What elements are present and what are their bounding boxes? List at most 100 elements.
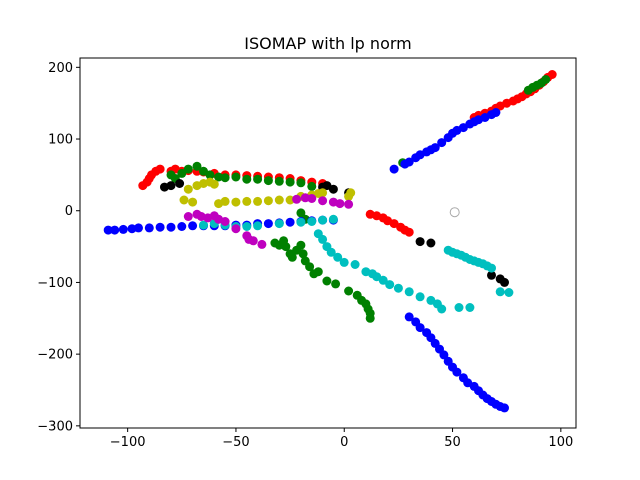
x-tick-label: 50 [444,435,461,450]
data-point-cyan-21 [378,275,388,285]
data-point-green-33 [331,279,341,289]
data-point-black-5 [328,184,338,194]
data-point-cyan-12 [318,234,328,244]
data-point-green-34 [344,286,354,296]
data-point-black-2 [175,179,185,188]
data-point-yellow-14 [285,195,295,205]
data-point-green-8 [220,173,230,183]
data-point-green-29 [296,208,306,218]
data-point-red-5 [155,164,165,174]
x-axis: −100 −50 0 50 100 [110,428,573,450]
data-point-green-14 [285,177,295,187]
y-tick-label: −300 [37,419,73,434]
data-point-cyan-43 [504,288,514,297]
data-point-green-31 [313,267,323,277]
data-point-magenta-10 [248,236,258,246]
data-point-blue-23 [389,164,399,174]
data-point-blue-25 [404,157,414,167]
data-point-cyan-10 [328,214,338,224]
data-point-green-25 [298,249,308,259]
data-point-yellow-1 [188,197,198,207]
data-point-yellow-20 [346,188,356,198]
data-point-green-3 [183,164,193,174]
data-point-blue-62 [500,403,509,413]
data-point-cyan-8 [307,217,317,226]
data-point-blue-44 [415,323,425,333]
data-point-blue-41 [491,108,501,117]
data-point-yellow-12 [263,196,273,206]
data-point-black-7 [415,237,425,247]
plot-area [103,70,557,413]
data-point-blue-49 [439,350,449,360]
data-point-blue-0 [103,225,113,235]
y-tick-label: −100 [37,276,73,291]
y-tick-label: 100 [48,133,73,148]
data-point-blue-18 [285,217,295,227]
data-point-magenta-15 [318,196,328,206]
plot-frame [79,57,577,429]
data-point-green-46 [541,75,551,84]
data-point-blue-7 [166,222,176,232]
data-point-cyan-17 [350,260,360,269]
data-point-cyan-28 [437,304,447,314]
x-tick-label: 0 [340,435,348,450]
data-point-magenta-13 [300,193,310,203]
data-point-cyan-42 [495,287,505,297]
data-point-blue-2 [118,224,128,234]
data-point-cyan-41 [487,263,496,273]
data-point-cyan-29 [454,303,464,312]
data-point-magenta-0 [183,212,193,221]
data-point-green-9 [231,172,241,182]
data-point-green-15 [296,178,306,188]
chart-title: ISOMAP with lp norm [244,34,411,53]
data-point-magenta-14 [307,194,317,203]
open-marker-point [449,207,460,218]
data-point-blue-16 [263,219,273,229]
data-point-cyan-23 [393,283,403,293]
data-point-yellow-13 [274,195,284,205]
data-point-magenta-7 [231,224,241,234]
data-point-blue-4 [134,223,143,233]
x-tick-label: −50 [222,435,249,450]
data-point-black-1 [166,181,176,191]
data-point-cyan-24 [404,287,414,297]
y-tick-label: −200 [37,348,73,363]
data-point-green-27 [305,262,315,272]
data-point-yellow-2 [183,184,193,194]
data-point-blue-31 [437,138,447,148]
data-point-green-40 [365,313,375,323]
x-tick-label: −100 [110,435,146,450]
data-point-green-10 [242,174,252,184]
data-point-black-8 [426,238,436,248]
y-tick-label: 0 [65,204,73,219]
data-point-cyan-14 [326,247,336,257]
y-tick-label: 200 [48,61,73,76]
data-point-cyan-25 [415,292,425,302]
data-point-cyan-15 [333,252,343,262]
data-point-magenta-11 [257,239,267,249]
data-point-cyan-5 [253,221,263,231]
data-point-blue-1 [110,225,120,235]
data-point-magenta-6 [220,217,230,226]
data-point-green-12 [263,176,273,186]
data-point-magenta-12 [292,194,302,204]
data-point-magenta-17 [335,199,345,209]
data-point-cyan-22 [385,280,395,290]
data-point-green-20 [281,242,291,252]
data-point-yellow-6 [209,179,219,189]
data-point-green-24 [296,240,306,250]
data-point-green-11 [253,174,263,184]
x-tick-label: 100 [548,435,573,450]
data-point-yellow-18 [318,188,328,198]
data-point-blue-5 [144,223,154,233]
data-point-green-6 [205,170,215,180]
data-point-cyan-4 [242,222,252,231]
data-point-cyan-9 [318,215,328,225]
data-point-yellow-9 [231,197,241,207]
data-point-cyan-30 [465,303,475,312]
data-point-black-9 [487,270,496,280]
data-point-yellow-8 [220,196,230,206]
data-point-magenta-18 [344,199,354,209]
data-point-green-13 [274,176,284,186]
